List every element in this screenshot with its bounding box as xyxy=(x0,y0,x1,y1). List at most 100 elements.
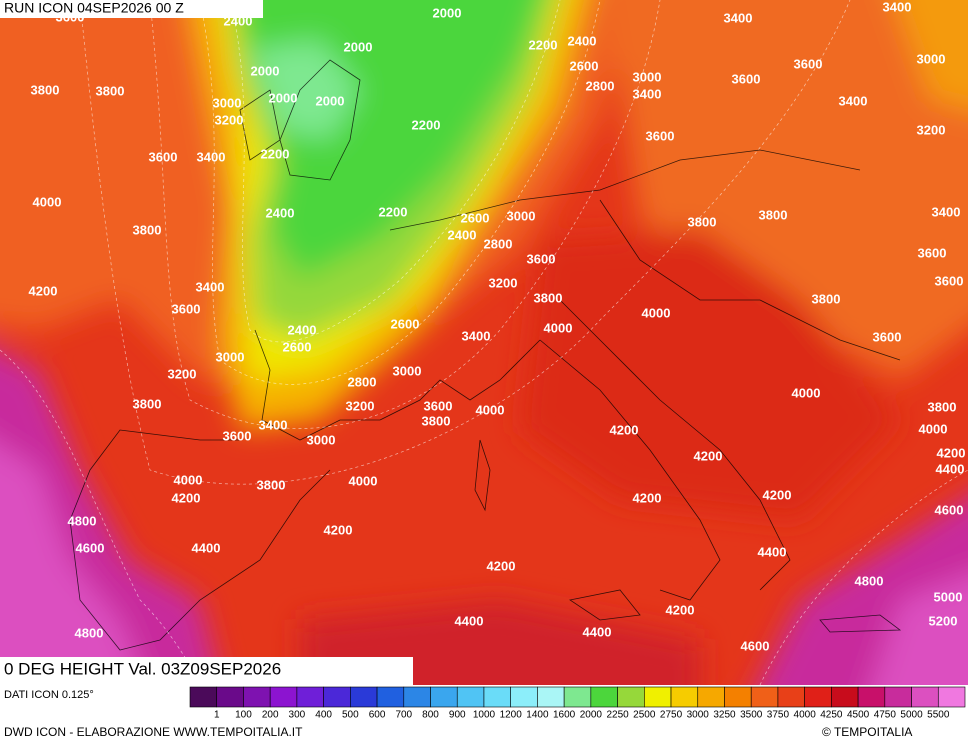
legend-label: 2500 xyxy=(633,710,656,721)
header-box xyxy=(0,0,263,18)
contour-label: 4600 xyxy=(935,502,964,517)
contour-label: 3600 xyxy=(918,245,947,260)
contour-label: 3800 xyxy=(534,290,563,305)
legend-label: 1400 xyxy=(526,710,549,721)
legend-label: 500 xyxy=(342,710,359,721)
legend-label: 1200 xyxy=(500,710,523,721)
legend-swatch xyxy=(831,686,859,708)
contour-label: 3000 xyxy=(507,208,536,223)
data-source: DATI ICON 0.125° xyxy=(4,689,94,701)
legend-label: 4500 xyxy=(847,710,870,721)
contour-label: 4400 xyxy=(192,540,221,555)
legend-label: 100 xyxy=(235,710,252,721)
contour-label: 3400 xyxy=(196,279,225,294)
contour-label: 3400 xyxy=(197,149,226,164)
contour-label: 3800 xyxy=(928,399,957,414)
legend-swatch xyxy=(510,686,538,708)
footer-credit: DWD ICON - ELABORAZIONE WWW.TEMPOITALIA.… xyxy=(4,725,303,739)
legend-swatch xyxy=(216,686,244,708)
legend-swatch xyxy=(697,686,725,708)
footer-copyright: © TEMPOITALIA xyxy=(822,725,912,739)
legend-swatch xyxy=(189,686,218,708)
contour-label: 4200 xyxy=(172,490,201,505)
contour-label: 2000 xyxy=(433,5,462,20)
contour-label: 3400 xyxy=(724,10,753,25)
legend-swatch xyxy=(323,686,351,708)
legend-label: 2250 xyxy=(606,710,629,721)
legend-label: 900 xyxy=(449,710,466,721)
contour-label: 3600 xyxy=(424,398,453,413)
legend-swatch xyxy=(804,686,832,708)
contour-label: 3800 xyxy=(422,413,451,428)
contour-label: 2400 xyxy=(448,227,477,242)
contour-label: 4200 xyxy=(487,558,516,573)
contour-label: 2000 xyxy=(251,63,280,78)
legend-swatch xyxy=(777,686,805,708)
legend-label: 4750 xyxy=(874,710,897,721)
contour-label: 3600 xyxy=(223,428,252,443)
contour-label: 3800 xyxy=(812,291,841,306)
contour-label: 4200 xyxy=(666,602,695,617)
contour-label: 3800 xyxy=(257,477,286,492)
legend-swatch xyxy=(350,686,378,708)
contour-label: 2400 xyxy=(224,13,253,28)
legend-label: 400 xyxy=(315,710,332,721)
legend-label: 4250 xyxy=(820,710,843,721)
contour-label: 3600 xyxy=(56,9,85,24)
contour-label: 4400 xyxy=(758,544,787,559)
legend-swatch xyxy=(456,686,485,708)
contour-label: 4400 xyxy=(936,461,965,476)
contour-label: 3000 xyxy=(213,95,242,110)
legend-label: 1 xyxy=(214,710,220,721)
legend-label: 3250 xyxy=(713,710,736,721)
contour-label: 3600 xyxy=(172,301,201,316)
legend-label: 1000 xyxy=(473,710,496,721)
contour-label: 4000 xyxy=(919,421,948,436)
contour-label: 3000 xyxy=(633,69,662,84)
contour-label: 3200 xyxy=(917,122,946,137)
legend-swatch xyxy=(243,686,271,708)
contour-label: 3400 xyxy=(462,328,491,343)
legend-swatch xyxy=(590,686,618,708)
legend-label: 3500 xyxy=(740,710,763,721)
contour-label: 2400 xyxy=(288,322,317,337)
contour-label: 3800 xyxy=(96,83,125,98)
contour-label: 3800 xyxy=(759,207,788,222)
contour-label: 3400 xyxy=(633,86,662,101)
contour-label: 3200 xyxy=(168,366,197,381)
contour-label: 4200 xyxy=(763,487,792,502)
legend-label: 800 xyxy=(422,710,439,721)
contour-label: 3800 xyxy=(688,214,717,229)
contour-label: 2000 xyxy=(269,90,298,105)
contour-label: 4200 xyxy=(937,445,966,460)
legend-swatch xyxy=(403,686,431,708)
contour-label: 3600 xyxy=(873,329,902,344)
contour-label: 3200 xyxy=(489,275,518,290)
contour-label: 3800 xyxy=(133,222,162,237)
legend-swatch xyxy=(537,686,565,708)
contour-label: 2600 xyxy=(391,316,420,331)
legend-swatch xyxy=(857,686,886,708)
contour-label: 4400 xyxy=(455,613,484,628)
contour-label: 3400 xyxy=(839,93,868,108)
legend-swatch xyxy=(884,686,912,708)
contour-label: 2800 xyxy=(348,374,377,389)
title-box xyxy=(0,657,413,685)
legend-label: 4000 xyxy=(794,710,817,721)
contour-label: 4800 xyxy=(75,625,104,640)
legend-label: 3750 xyxy=(767,710,790,721)
legend-label: 5500 xyxy=(927,710,950,721)
contour-label: 2200 xyxy=(412,117,441,132)
legend-label: 2000 xyxy=(580,710,603,721)
contour-label: 3600 xyxy=(646,128,675,143)
contour-label: 3400 xyxy=(932,204,961,219)
contour-label: 4000 xyxy=(544,320,573,335)
contour-label: 2200 xyxy=(261,146,290,161)
contour-label: 2600 xyxy=(570,58,599,73)
contour-label: 2200 xyxy=(529,37,558,52)
run-label: RUN ICON 04SEP2026 00 Z xyxy=(4,0,184,16)
contour-label: 3000 xyxy=(216,349,245,364)
legend-label: 2750 xyxy=(660,710,683,721)
